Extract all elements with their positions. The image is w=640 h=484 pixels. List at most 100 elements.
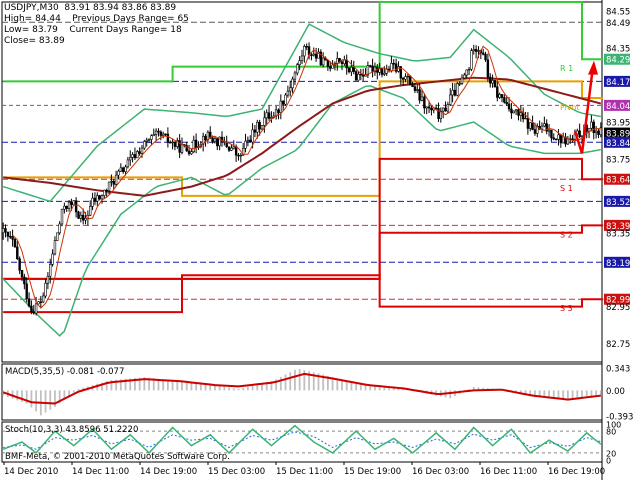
candle-body bbox=[280, 101, 282, 112]
price-axis-label: 83.19 bbox=[606, 259, 630, 269]
candle-body bbox=[191, 152, 193, 154]
macd-histogram-bar bbox=[355, 384, 357, 391]
candle-body bbox=[527, 118, 529, 128]
price-axis-label: 83.64 bbox=[606, 176, 630, 186]
candle-body bbox=[311, 55, 313, 56]
candle-body bbox=[426, 107, 428, 108]
candle-body bbox=[595, 131, 597, 133]
candle-body bbox=[111, 181, 113, 182]
candle-body bbox=[155, 131, 157, 134]
candle-body bbox=[315, 54, 317, 58]
time-axis-label: 14 Dec 11:00 bbox=[72, 467, 129, 477]
candle-body bbox=[162, 134, 164, 135]
candle-body bbox=[71, 202, 73, 205]
candle-body bbox=[336, 58, 338, 63]
candle-body bbox=[301, 56, 303, 61]
candle-body bbox=[405, 77, 407, 80]
candle-body bbox=[513, 111, 515, 113]
candle-body bbox=[233, 146, 235, 148]
candle-body bbox=[346, 60, 348, 68]
candle-body bbox=[59, 224, 61, 233]
candle-body bbox=[372, 66, 374, 72]
candle-body bbox=[7, 232, 9, 236]
candle-body bbox=[263, 118, 265, 126]
candle-body bbox=[447, 104, 449, 111]
candle-body bbox=[129, 157, 131, 160]
time-axis-label: 15 Dec 03:00 bbox=[208, 467, 265, 477]
stoch-axis-label: 0 bbox=[606, 457, 611, 466]
stoch-title: Stoch(10,3,3) 43.8596 51.2220 bbox=[5, 425, 138, 435]
macd-histogram-bar bbox=[181, 381, 183, 390]
candle-body bbox=[322, 58, 324, 65]
candle-body bbox=[231, 148, 233, 150]
candle-body bbox=[89, 206, 91, 215]
candle-body bbox=[249, 140, 251, 142]
macd-histogram-bar bbox=[73, 390, 75, 392]
candle-body bbox=[5, 228, 7, 232]
candle-body bbox=[68, 202, 70, 208]
price-axis-label: 83.35 bbox=[606, 229, 630, 239]
candle-body bbox=[452, 90, 454, 95]
level-label-pivot: Pivot bbox=[560, 103, 580, 112]
candle-body bbox=[379, 69, 381, 72]
candle-body bbox=[92, 198, 94, 206]
candle-body bbox=[99, 196, 101, 199]
candle-body bbox=[28, 299, 30, 306]
candle-body bbox=[543, 124, 545, 126]
candle-body bbox=[381, 69, 383, 75]
macd-histogram-bar bbox=[238, 389, 240, 390]
price-axis-label: 82.95 bbox=[606, 303, 630, 313]
candle-body bbox=[454, 90, 456, 95]
candle-body bbox=[494, 80, 496, 86]
candle-body bbox=[40, 302, 42, 303]
macd-histogram-bar bbox=[191, 382, 193, 390]
macd-histogram-bar bbox=[176, 381, 178, 390]
candle-body bbox=[351, 67, 353, 72]
macd-histogram-bar bbox=[45, 390, 47, 412]
candle-body bbox=[548, 130, 550, 131]
candle-body bbox=[82, 215, 84, 220]
candle-body bbox=[245, 141, 247, 148]
candle-body bbox=[75, 201, 77, 212]
candle-body bbox=[113, 181, 115, 184]
candle-body bbox=[407, 76, 409, 77]
price-axis-label: 83.95 bbox=[606, 119, 630, 129]
time-axis-label: 16 Dec 03:00 bbox=[412, 467, 469, 477]
candle-body bbox=[146, 140, 148, 141]
candle-body bbox=[423, 97, 425, 108]
candle-body bbox=[247, 140, 249, 141]
macd-title: MACD(5,35,5) -0.081 -0.077 bbox=[5, 367, 124, 377]
time-axis-label: 16 Dec 19:00 bbox=[548, 467, 605, 477]
price-axis-label: 84.49 bbox=[606, 19, 630, 29]
price-axis-label: 82.75 bbox=[606, 340, 630, 350]
macd-histogram-bar bbox=[247, 387, 249, 391]
candle-body bbox=[52, 254, 54, 264]
candle-body bbox=[515, 110, 517, 111]
candle-body bbox=[61, 209, 63, 224]
candle-body bbox=[348, 68, 350, 72]
macd-histogram-bar bbox=[21, 390, 23, 402]
candle-body bbox=[12, 237, 14, 240]
macd-histogram-bar bbox=[351, 382, 353, 390]
candle-body bbox=[118, 171, 120, 175]
macd-histogram-bar bbox=[78, 389, 80, 390]
candle-body bbox=[14, 239, 16, 247]
price-axis-label: 84.55 bbox=[606, 8, 630, 18]
candle-body bbox=[341, 62, 343, 64]
candle-body bbox=[355, 71, 357, 80]
candle-body bbox=[442, 108, 444, 111]
candle-body bbox=[391, 63, 393, 71]
candle-body bbox=[94, 198, 96, 201]
candle-body bbox=[581, 136, 583, 137]
candle-body bbox=[181, 144, 183, 152]
candle-body bbox=[414, 87, 416, 91]
candle-body bbox=[327, 60, 329, 66]
candle-body bbox=[492, 80, 494, 83]
symbol-ohlc-text: USDJPY,M30 83.91 83.94 83.86 83.89 bbox=[4, 3, 176, 14]
price-axis-label: 84.04 bbox=[606, 102, 630, 112]
candle-body bbox=[412, 85, 414, 87]
high-range-text: High= 84.44 Previous Days Range= 65 bbox=[4, 14, 189, 25]
candle-body bbox=[23, 277, 25, 284]
